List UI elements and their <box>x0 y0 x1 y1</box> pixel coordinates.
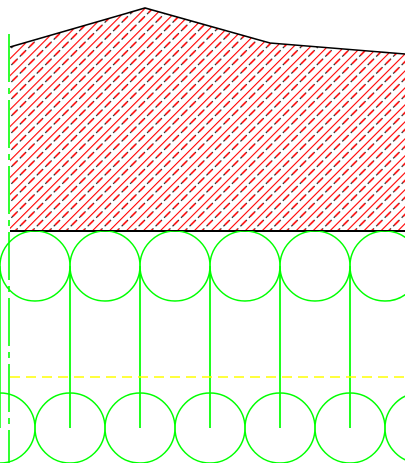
upper-layer <box>9 7 405 232</box>
insulation-top-loop <box>69 231 141 302</box>
upper-outline <box>9 7 405 55</box>
insulation-layer <box>0 231 405 463</box>
insulation-top-loop <box>279 231 351 302</box>
insulation-top-loop <box>139 231 211 302</box>
hatched-region <box>10 8 405 231</box>
insulation-bottom-loop <box>384 395 405 461</box>
insulation-top-loop <box>349 231 405 302</box>
insulation-bottom-loop <box>0 392 36 463</box>
insulation-top-loop <box>0 231 71 302</box>
insulation-top-loop <box>209 231 281 302</box>
